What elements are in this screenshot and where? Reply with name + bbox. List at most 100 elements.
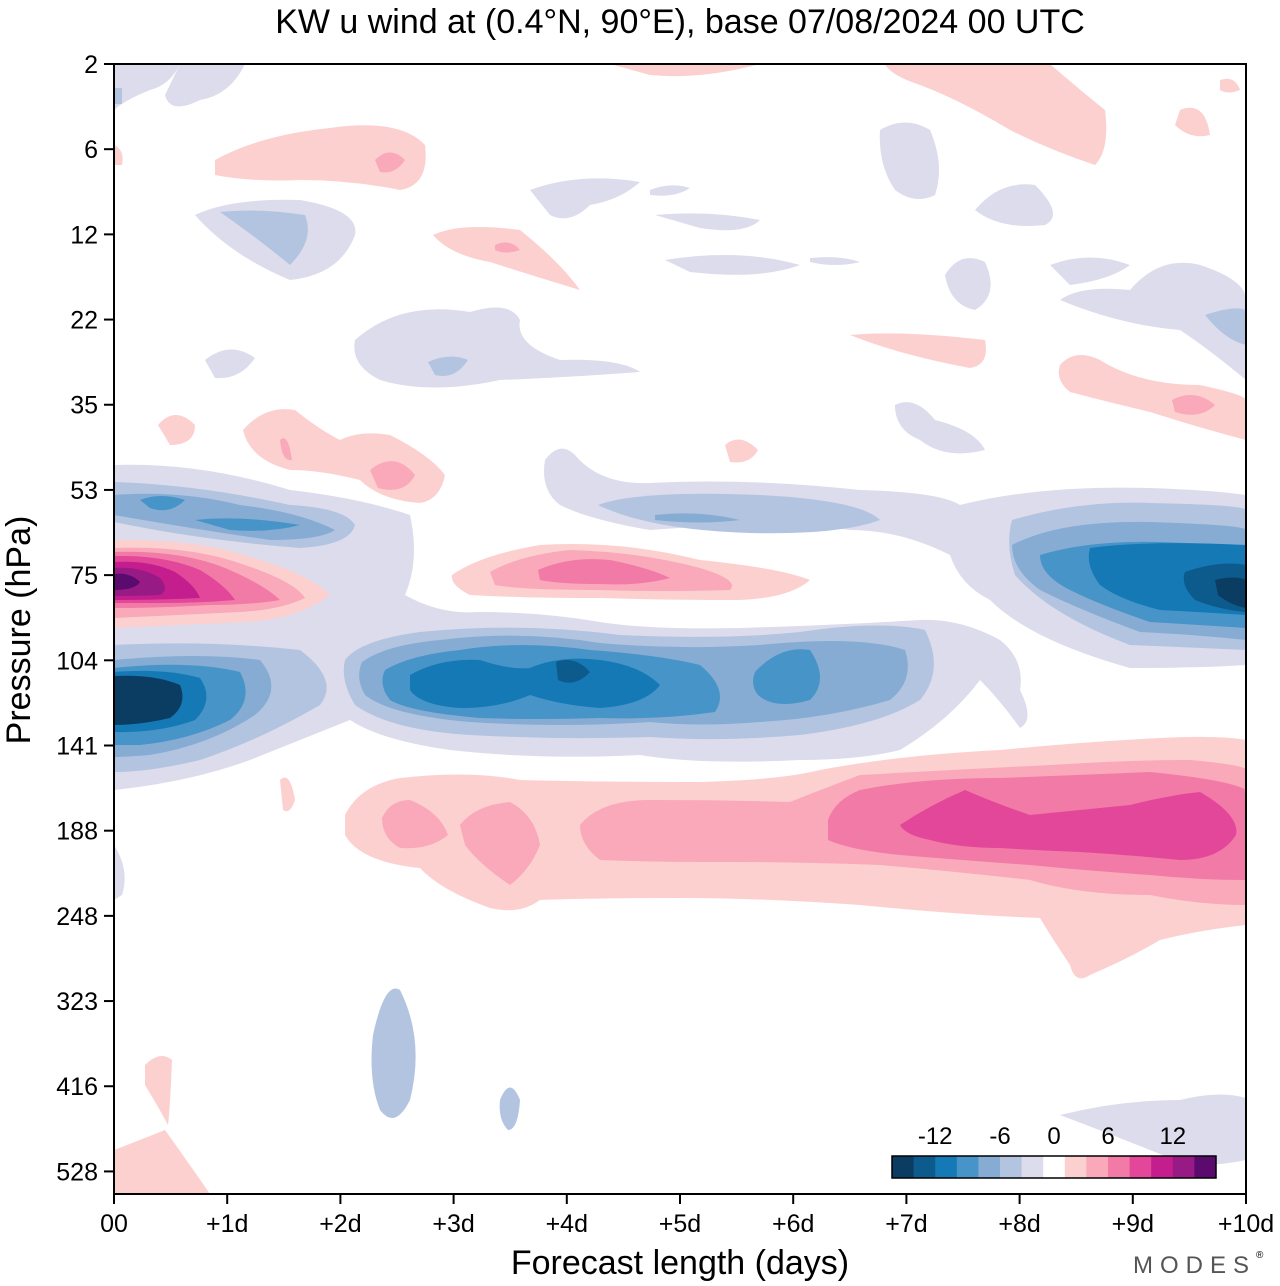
contour-neg-level1	[1050, 257, 1130, 285]
x-tick-label: +5d	[659, 1210, 701, 1238]
contour-neg-level1	[114, 845, 125, 900]
contour-neg-level6	[114, 675, 183, 725]
contour-pos-level2	[280, 438, 292, 461]
contour-neg-level5	[410, 658, 660, 708]
colorbar-swatch	[1172, 1156, 1195, 1178]
y-axis-label: Pressure (hPa)	[0, 516, 38, 745]
contour-pos-level1	[114, 145, 123, 165]
contour-pos-level2	[382, 800, 448, 849]
y-tick-label: 75	[70, 562, 98, 590]
contour-pos-level1	[885, 64, 1107, 165]
contour-pos-level1	[145, 1056, 172, 1125]
contour-neg-level1	[879, 122, 939, 199]
colorbar-swatch	[1129, 1156, 1152, 1178]
x-tick-label: +2d	[319, 1210, 361, 1238]
modes-logo-mark: ®	[1256, 1250, 1264, 1261]
contour-neg-level2	[220, 210, 308, 265]
modes-logo: MODES	[1133, 1252, 1256, 1279]
contour-pos-level1	[1175, 107, 1210, 137]
y-tick-label: 104	[56, 647, 98, 675]
colorbar-swatch	[1021, 1156, 1044, 1178]
x-tick-label: +10d	[1218, 1210, 1274, 1238]
contour-pos-level1	[1220, 78, 1240, 93]
contour-neg-level2	[114, 88, 122, 104]
contour-pos-level2	[1172, 395, 1215, 415]
y-tick-label: 528	[56, 1158, 98, 1186]
plot-area	[113, 63, 1247, 1195]
contour-neg-level1	[165, 64, 245, 107]
contour-fills	[114, 64, 1246, 1194]
contour-neg-level1	[1060, 262, 1246, 380]
contour-neg-level6	[556, 659, 590, 683]
contour-pos-level1	[610, 64, 760, 77]
contour-neg-level1	[655, 213, 760, 231]
contour-neg-level3	[655, 513, 740, 523]
colorbar-swatch	[892, 1156, 915, 1178]
contour-pos-level7	[114, 573, 140, 590]
y-tick-label: 248	[56, 903, 98, 931]
colorbar-frame	[891, 1155, 1217, 1179]
contour-pos-level1	[433, 226, 580, 290]
x-tick-label: +3d	[432, 1210, 474, 1238]
contour-neg-level1	[650, 185, 690, 196]
colorbar-swatch	[956, 1156, 979, 1178]
contour-neg-level6	[1215, 577, 1246, 608]
contour-pos-level1	[725, 439, 758, 463]
y-tick-label: 22	[70, 307, 98, 335]
contour-pos-level2	[460, 802, 540, 885]
x-tick-label: +7d	[885, 1210, 927, 1238]
y-tick-label: 323	[56, 988, 98, 1016]
contour-pos-level1	[114, 1130, 210, 1194]
colorbar-swatch	[1194, 1156, 1217, 1178]
contour-neg-level2	[499, 1087, 520, 1130]
contour-neg-level1	[530, 178, 640, 219]
colorbar-legend: -12 -6 0 6 12	[891, 1123, 1217, 1179]
contour-neg-level1	[665, 255, 800, 275]
contour-neg-level1	[354, 307, 640, 388]
contour-pos-level1	[850, 333, 986, 368]
contour-pos-level1	[280, 777, 295, 812]
contour-neg-level4	[753, 649, 820, 704]
colorbar-swatch	[935, 1156, 958, 1178]
colorbar-tick-label: 12	[1159, 1123, 1186, 1150]
x-axis-label: Forecast length (days)	[511, 1244, 849, 1282]
contour-neg-level1	[810, 257, 860, 265]
colorbar-swatch	[1086, 1156, 1109, 1178]
colorbar-tick-label: 0	[1047, 1123, 1060, 1150]
colorbar-tick-label: -6	[989, 1123, 1010, 1150]
colorbar-swatch	[978, 1156, 1001, 1178]
contour-neg-level1	[975, 184, 1053, 226]
contour-neg-level2	[1205, 308, 1246, 345]
chart-title: KW u wind at (0.4°N, 90°E), base 07/08/2…	[275, 3, 1085, 41]
colorbar-tick-label: -12	[918, 1123, 953, 1150]
y-tick-label: 141	[56, 732, 98, 760]
colorbar-swatch	[1043, 1156, 1066, 1178]
x-axis: 00 +1d +2d +3d +4d +5d +6d +7d +8d +9d +10d	[100, 1194, 1274, 1238]
colorbar-swatch	[1064, 1156, 1087, 1178]
colorbar-swatch	[1108, 1156, 1131, 1178]
y-tick-label: 2	[84, 51, 98, 79]
y-tick-label: 35	[70, 392, 98, 420]
colorbar-swatch	[913, 1156, 936, 1178]
y-tick-label: 6	[84, 136, 98, 164]
colorbar-swatch	[1151, 1156, 1174, 1178]
colorbar-tick-label: 6	[1101, 1123, 1114, 1150]
contour-neg-level1	[945, 258, 991, 310]
colorbar-swatch	[1000, 1156, 1023, 1178]
x-tick-label: +6d	[772, 1210, 814, 1238]
y-tick-label: 188	[56, 818, 98, 846]
x-tick-label: +4d	[546, 1210, 588, 1238]
contour-pos-level4	[900, 790, 1237, 860]
x-tick-label: +9d	[1112, 1210, 1154, 1238]
contour-neg-level1	[205, 349, 255, 379]
x-tick-label: 00	[100, 1210, 128, 1238]
contour-pos-level2	[375, 152, 405, 173]
y-tick-label: 416	[56, 1073, 98, 1101]
contour-neg-level4	[140, 496, 185, 511]
contour-pos-level2	[495, 242, 520, 253]
contour-pos-level1	[158, 415, 195, 445]
y-tick-label: 53	[70, 477, 98, 505]
x-tick-label: +8d	[998, 1210, 1040, 1238]
contour-neg-level1	[114, 64, 180, 110]
